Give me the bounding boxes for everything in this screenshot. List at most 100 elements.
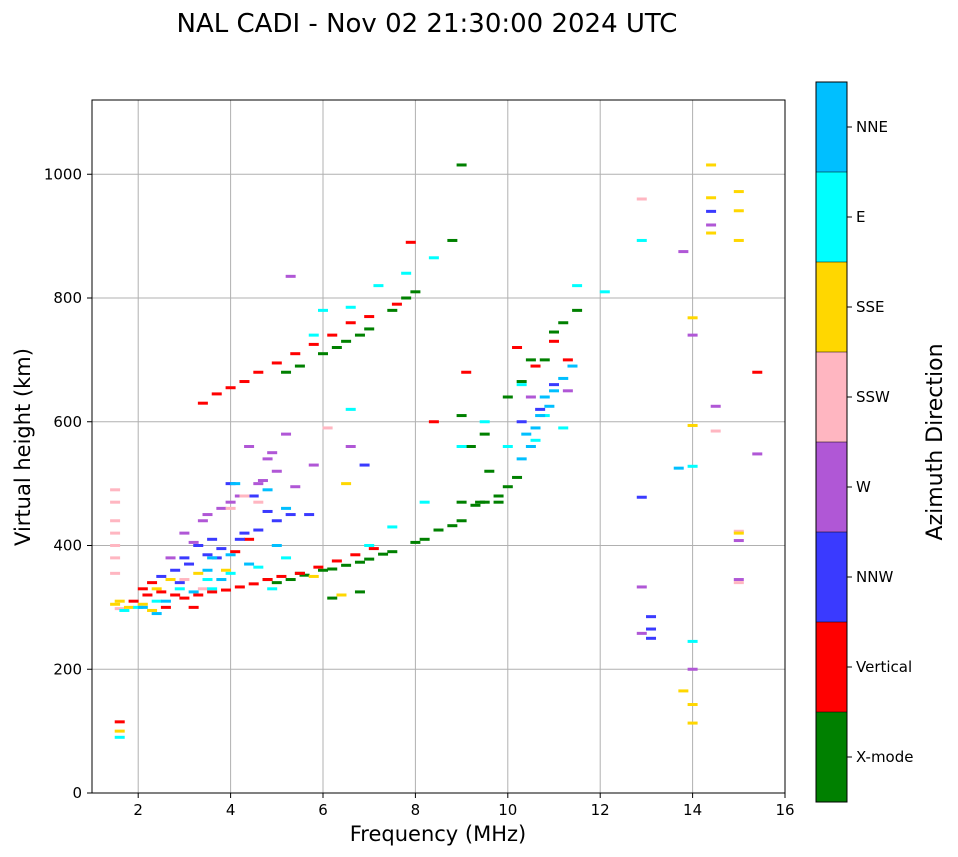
data-point [539, 395, 550, 399]
data-point [156, 590, 167, 594]
data-point [114, 729, 125, 733]
data-point [207, 590, 218, 594]
data-point [447, 238, 458, 242]
data-point [184, 562, 195, 566]
data-point [193, 571, 204, 575]
data-point [290, 352, 301, 356]
data-point [733, 578, 744, 582]
series-x-mode [262, 163, 583, 600]
data-point [318, 352, 328, 356]
data-point [179, 556, 190, 560]
data-point [110, 556, 121, 560]
data-point [636, 631, 647, 635]
data-point [646, 627, 657, 631]
data-point [170, 593, 181, 597]
colorbar-label: E [856, 208, 865, 226]
data-point [202, 568, 213, 572]
data-point [706, 223, 717, 227]
data-point [364, 544, 375, 547]
data-point [197, 519, 208, 523]
data-point [160, 599, 171, 603]
data-point [179, 531, 190, 535]
data-point [170, 568, 181, 572]
data-point [202, 513, 213, 517]
y-axis-ticks: 0 200 400 600 800 1000 [44, 165, 92, 802]
data-point [710, 429, 721, 433]
data-point [253, 500, 264, 504]
data-point [160, 605, 171, 609]
data-point [137, 587, 148, 591]
data-point [572, 284, 583, 288]
data-point [479, 420, 490, 424]
colorbar-swatch [816, 172, 847, 262]
chart-title: NAL CADI - Nov 02 21:30:00 2024 UTC [177, 9, 678, 39]
data-point [234, 537, 245, 541]
data-point [345, 321, 356, 325]
data-point [137, 605, 148, 609]
data-point [128, 599, 139, 603]
data-point [687, 703, 698, 707]
data-point [197, 401, 208, 405]
data-point [119, 608, 130, 612]
data-point [308, 342, 319, 346]
data-point [271, 361, 282, 365]
data-point [687, 667, 698, 671]
x-tick-label: 4 [226, 801, 236, 819]
data-point [147, 608, 158, 612]
series-nnw [156, 209, 717, 640]
data-point [502, 485, 513, 489]
data-point [165, 578, 176, 582]
data-point [706, 196, 717, 200]
data-point [539, 358, 550, 362]
x-tick-label: 16 [775, 801, 794, 819]
data-point [502, 445, 513, 448]
colorbar-label: W [856, 478, 871, 496]
data-point [225, 553, 236, 557]
data-point [345, 305, 356, 309]
data-point [345, 407, 356, 411]
data-point [188, 540, 199, 544]
data-point [549, 339, 559, 343]
data-point [239, 531, 250, 535]
data-point [285, 513, 296, 517]
colorbar-swatch [816, 442, 847, 532]
data-point [244, 562, 255, 566]
data-point [110, 519, 121, 523]
data-point [516, 457, 527, 461]
data-point [216, 506, 227, 510]
data-point [225, 500, 236, 504]
data-point [341, 563, 352, 567]
data-point [646, 636, 657, 640]
data-point [281, 506, 292, 510]
data-point [276, 574, 287, 578]
data-point [248, 494, 259, 498]
data-point [253, 370, 264, 374]
data-point [706, 231, 717, 235]
data-point [165, 556, 176, 560]
data-point [202, 553, 213, 557]
x-tick-label: 8 [411, 801, 421, 819]
data-point [110, 571, 121, 575]
data-point [202, 578, 213, 582]
data-point [142, 593, 153, 597]
data-point [253, 482, 264, 486]
data-point [456, 163, 467, 167]
data-point [156, 574, 167, 578]
colorbar-title: Azimuth Direction [923, 343, 948, 540]
data-point [322, 426, 333, 430]
colorbar-swatch [816, 352, 847, 442]
data-point [147, 581, 158, 585]
data-point [313, 565, 324, 569]
data-point [535, 407, 546, 411]
data-point [470, 503, 481, 507]
data-point [114, 720, 125, 724]
data-point [706, 209, 717, 213]
data-point [558, 376, 569, 380]
data-point [456, 500, 467, 504]
data-point [354, 590, 365, 594]
data-point [267, 451, 278, 455]
data-point [387, 308, 398, 312]
data-point [419, 500, 430, 504]
y-tick-label: 1000 [44, 165, 82, 183]
data-point [267, 587, 278, 591]
